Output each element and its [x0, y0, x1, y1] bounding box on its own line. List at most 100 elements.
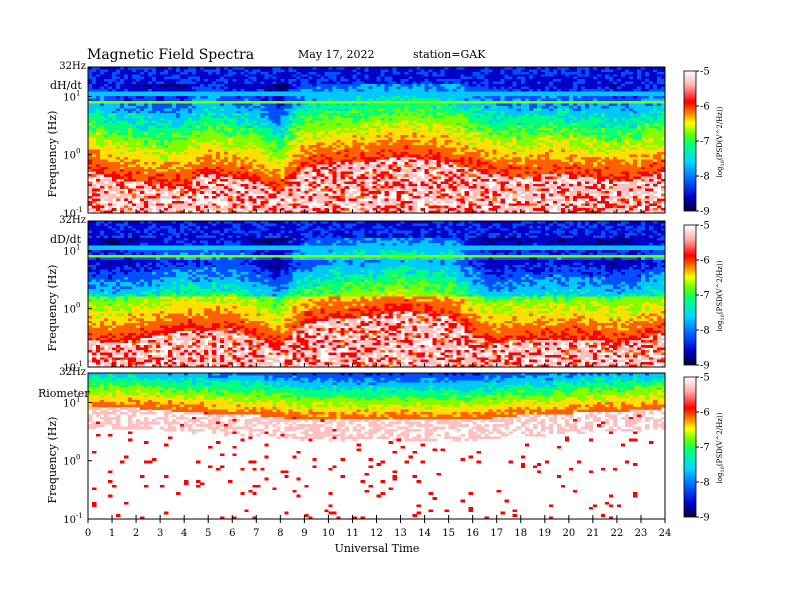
spectrogram-cell: [316, 118, 321, 121]
spectrogram-cell: [364, 149, 369, 153]
spectrogram-cell: [188, 110, 193, 114]
spectrogram-cell: [100, 113, 105, 116]
spectrogram-cell: [316, 91, 321, 95]
spectrogram-cell: [424, 130, 429, 133]
spectrogram-cell: [144, 113, 149, 116]
spectrogram-cell: [160, 130, 165, 133]
spectrogram-cell: [248, 74, 253, 78]
spectrogram-cell: [124, 91, 129, 95]
spectrogram-cell: [148, 200, 153, 204]
spectrogram-cell: [268, 186, 273, 189]
spectrogram-cell: [180, 96, 185, 99]
spectrogram-cell: [272, 105, 277, 109]
spectrogram-cell: [408, 161, 413, 165]
spectrogram-cell: [420, 137, 425, 141]
spectrogram-cell: [228, 208, 233, 211]
spectrogram-cell: [160, 169, 165, 172]
spectrogram-cell: [172, 169, 177, 172]
spectrogram-cell: [308, 154, 313, 158]
spectrogram-cell: [448, 103, 453, 107]
spectrogram-cell: [192, 140, 197, 143]
spectrogram-cell: [124, 205, 129, 209]
spectrogram-cell: [292, 79, 297, 82]
spectrogram-cell: [276, 137, 281, 141]
spectrogram-cell: [108, 91, 113, 95]
spectrogram-cell: [420, 178, 425, 182]
spectrogram-cell: [344, 98, 349, 102]
spectrogram-cell: [92, 118, 97, 121]
spectrogram-cell: [156, 159, 161, 163]
spectrogram-cell: [336, 205, 341, 209]
spectrogram-cell: [180, 108, 185, 112]
spectrogram-cell: [92, 174, 97, 177]
spectrogram-cell: [440, 198, 445, 202]
spectrogram-cell: [212, 91, 217, 95]
spectrogram-cell: [176, 166, 181, 170]
spectrogram-cell: [432, 193, 437, 197]
spectrogram-cell: [88, 152, 93, 155]
spectrogram-cell: [328, 67, 333, 70]
spectrogram-cell: [200, 132, 205, 136]
spectrogram-cell: [296, 96, 301, 99]
spectrogram-cell: [280, 154, 285, 158]
spectrogram-cell: [272, 122, 277, 126]
spectrogram-cell: [196, 176, 201, 180]
spectrogram-cell: [320, 86, 325, 90]
spectrogram-cell: [168, 140, 173, 143]
spectrogram-cell: [372, 154, 377, 158]
spectrogram-cell: [244, 140, 249, 143]
spectrogram-cell: [116, 71, 121, 75]
spectrogram-cell: [368, 191, 373, 194]
spectrogram-cell: [88, 147, 93, 151]
spectrogram-cell: [268, 181, 273, 185]
spectrogram-cell: [128, 140, 133, 143]
spectrogram-cell: [120, 93, 125, 97]
spectrogram-cell: [88, 76, 93, 80]
spectrogram-cell: [88, 174, 93, 177]
spectrogram-cell: [348, 171, 353, 175]
spectrogram-cell: [284, 171, 289, 175]
spectrogram-cell: [200, 186, 205, 189]
spectrogram-cell: [272, 181, 277, 185]
spectrogram-cell: [208, 181, 213, 185]
spectrogram-cell: [144, 118, 149, 121]
spectrogram-cell: [396, 132, 401, 136]
spectrogram-cell: [88, 101, 93, 104]
spectrogram-cell: [384, 195, 389, 199]
spectrogram-cell: [192, 130, 197, 133]
spectrogram-cell: [92, 152, 97, 155]
spectrogram-cell: [260, 120, 265, 124]
spectrogram-cell: [444, 113, 449, 116]
spectrogram-cell: [100, 103, 105, 107]
spectrogram-cell: [140, 110, 145, 114]
spectrogram-cell: [420, 181, 425, 185]
spectrogram-cell: [428, 178, 433, 182]
spectrogram-cell: [380, 79, 385, 82]
spectrogram-cell: [268, 115, 273, 119]
spectrogram-cell: [416, 69, 421, 73]
spectrogram-cell: [248, 181, 253, 185]
spectrogram-cell: [220, 91, 225, 95]
spectrogram-cell: [96, 79, 101, 82]
spectrogram-cell: [232, 164, 237, 168]
spectrogram-cell: [328, 105, 333, 109]
spectrogram-cell: [120, 154, 125, 158]
spectrogram-cell: [300, 210, 305, 214]
spectrogram-cell: [232, 195, 237, 199]
spectrogram-cell: [268, 178, 273, 182]
spectrogram-cell: [372, 86, 377, 90]
spectrogram-cell: [244, 171, 249, 175]
spectrogram-cell: [276, 161, 281, 165]
spectrogram-cell: [384, 125, 389, 129]
spectrogram-cell: [220, 113, 225, 116]
spectrogram-cell: [296, 159, 301, 163]
spectrogram-cell: [236, 140, 241, 143]
spectrogram-cell: [368, 152, 373, 155]
spectrogram-cell: [212, 69, 217, 73]
spectrogram-cell: [412, 164, 417, 168]
spectrogram-cell: [200, 125, 205, 129]
spectrogram-cell: [132, 69, 137, 73]
spectrogram-cell: [372, 71, 377, 75]
spectrogram-cell: [304, 188, 309, 192]
spectrogram-cell: [248, 157, 253, 160]
